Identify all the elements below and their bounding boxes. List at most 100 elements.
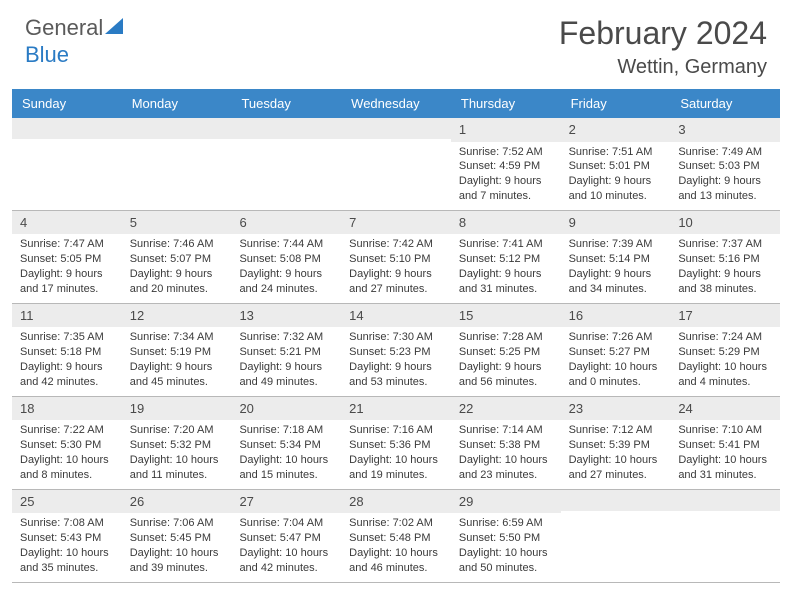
sunset-text: Sunset: 5:21 PM	[239, 345, 333, 360]
sunrise-text: Sunrise: 6:59 AM	[459, 516, 553, 531]
daylight2-text: and 23 minutes.	[459, 468, 553, 483]
sunset-text: Sunset: 5:41 PM	[678, 438, 772, 453]
header: General February 2024 Wettin, Germany	[0, 0, 792, 89]
day-content: Sunrise: 7:16 AMSunset: 5:36 PMDaylight:…	[341, 420, 451, 488]
day-number: 6	[231, 211, 341, 235]
day-number: 7	[341, 211, 451, 235]
daylight2-text: and 34 minutes.	[569, 282, 663, 297]
day-cell: 26Sunrise: 7:06 AMSunset: 5:45 PMDayligh…	[122, 490, 232, 582]
sunset-text: Sunset: 5:07 PM	[130, 252, 224, 267]
daylight1-text: Daylight: 9 hours	[569, 267, 663, 282]
day-cell: 8Sunrise: 7:41 AMSunset: 5:12 PMDaylight…	[451, 211, 561, 303]
day-cell: 7Sunrise: 7:42 AMSunset: 5:10 PMDaylight…	[341, 211, 451, 303]
day-content: Sunrise: 7:37 AMSunset: 5:16 PMDaylight:…	[670, 234, 780, 302]
sunset-text: Sunset: 5:45 PM	[130, 531, 224, 546]
day-number: 27	[231, 490, 341, 514]
day-number: 14	[341, 304, 451, 328]
week-row: 4Sunrise: 7:47 AMSunset: 5:05 PMDaylight…	[12, 211, 780, 304]
day-cell	[122, 118, 232, 210]
day-number: 23	[561, 397, 671, 421]
day-cell: 13Sunrise: 7:32 AMSunset: 5:21 PMDayligh…	[231, 304, 341, 396]
sunrise-text: Sunrise: 7:46 AM	[130, 237, 224, 252]
daylight2-text: and 13 minutes.	[678, 189, 772, 204]
day-number	[670, 490, 780, 511]
daylight2-text: and 4 minutes.	[678, 375, 772, 390]
sunrise-text: Sunrise: 7:42 AM	[349, 237, 443, 252]
sunrise-text: Sunrise: 7:18 AM	[239, 423, 333, 438]
sunrise-text: Sunrise: 7:24 AM	[678, 330, 772, 345]
daylight2-text: and 42 minutes.	[239, 561, 333, 576]
daylight1-text: Daylight: 9 hours	[239, 360, 333, 375]
daylight2-text: and 27 minutes.	[349, 282, 443, 297]
sunrise-text: Sunrise: 7:37 AM	[678, 237, 772, 252]
day-cell: 28Sunrise: 7:02 AMSunset: 5:48 PMDayligh…	[341, 490, 451, 582]
weekday-header: Sunday	[12, 89, 122, 118]
sunset-text: Sunset: 5:48 PM	[349, 531, 443, 546]
sunrise-text: Sunrise: 7:34 AM	[130, 330, 224, 345]
daylight2-text: and 15 minutes.	[239, 468, 333, 483]
day-content: Sunrise: 7:18 AMSunset: 5:34 PMDaylight:…	[231, 420, 341, 488]
sunset-text: Sunset: 5:18 PM	[20, 345, 114, 360]
logo: General	[25, 15, 125, 41]
daylight1-text: Daylight: 10 hours	[569, 453, 663, 468]
sunrise-text: Sunrise: 7:30 AM	[349, 330, 443, 345]
daylight1-text: Daylight: 9 hours	[130, 360, 224, 375]
day-content: Sunrise: 7:02 AMSunset: 5:48 PMDaylight:…	[341, 513, 451, 581]
day-number: 21	[341, 397, 451, 421]
daylight1-text: Daylight: 10 hours	[20, 453, 114, 468]
day-content: Sunrise: 7:35 AMSunset: 5:18 PMDaylight:…	[12, 327, 122, 395]
sunset-text: Sunset: 4:59 PM	[459, 159, 553, 174]
day-cell: 19Sunrise: 7:20 AMSunset: 5:32 PMDayligh…	[122, 397, 232, 489]
day-cell: 14Sunrise: 7:30 AMSunset: 5:23 PMDayligh…	[341, 304, 451, 396]
day-content: Sunrise: 7:46 AMSunset: 5:07 PMDaylight:…	[122, 234, 232, 302]
day-content: Sunrise: 7:28 AMSunset: 5:25 PMDaylight:…	[451, 327, 561, 395]
day-number	[12, 118, 122, 139]
sunrise-text: Sunrise: 7:39 AM	[569, 237, 663, 252]
daylight1-text: Daylight: 10 hours	[349, 546, 443, 561]
sunrise-text: Sunrise: 7:16 AM	[349, 423, 443, 438]
day-number: 20	[231, 397, 341, 421]
day-content: Sunrise: 7:24 AMSunset: 5:29 PMDaylight:…	[670, 327, 780, 395]
day-cell: 16Sunrise: 7:26 AMSunset: 5:27 PMDayligh…	[561, 304, 671, 396]
daylight1-text: Daylight: 10 hours	[239, 453, 333, 468]
day-content: Sunrise: 7:41 AMSunset: 5:12 PMDaylight:…	[451, 234, 561, 302]
sunrise-text: Sunrise: 7:52 AM	[459, 145, 553, 160]
daylight1-text: Daylight: 10 hours	[349, 453, 443, 468]
day-cell: 22Sunrise: 7:14 AMSunset: 5:38 PMDayligh…	[451, 397, 561, 489]
day-number: 4	[12, 211, 122, 235]
weekday-header-row: Sunday Monday Tuesday Wednesday Thursday…	[12, 89, 780, 118]
sunset-text: Sunset: 5:36 PM	[349, 438, 443, 453]
sunrise-text: Sunrise: 7:10 AM	[678, 423, 772, 438]
day-content: Sunrise: 7:51 AMSunset: 5:01 PMDaylight:…	[561, 142, 671, 210]
day-content: Sunrise: 7:44 AMSunset: 5:08 PMDaylight:…	[231, 234, 341, 302]
day-content: Sunrise: 7:34 AMSunset: 5:19 PMDaylight:…	[122, 327, 232, 395]
sunset-text: Sunset: 5:29 PM	[678, 345, 772, 360]
day-content: Sunrise: 7:52 AMSunset: 4:59 PMDaylight:…	[451, 142, 561, 210]
day-content: Sunrise: 7:26 AMSunset: 5:27 PMDaylight:…	[561, 327, 671, 395]
day-content: Sunrise: 7:06 AMSunset: 5:45 PMDaylight:…	[122, 513, 232, 581]
daylight1-text: Daylight: 9 hours	[459, 360, 553, 375]
weeks-container: 1Sunrise: 7:52 AMSunset: 4:59 PMDaylight…	[12, 118, 780, 583]
day-cell: 3Sunrise: 7:49 AMSunset: 5:03 PMDaylight…	[670, 118, 780, 210]
day-number: 13	[231, 304, 341, 328]
day-number: 17	[670, 304, 780, 328]
daylight2-text: and 7 minutes.	[459, 189, 553, 204]
day-number: 9	[561, 211, 671, 235]
day-content: Sunrise: 7:49 AMSunset: 5:03 PMDaylight:…	[670, 142, 780, 210]
sunset-text: Sunset: 5:50 PM	[459, 531, 553, 546]
sunrise-text: Sunrise: 7:20 AM	[130, 423, 224, 438]
day-number: 12	[122, 304, 232, 328]
sunrise-text: Sunrise: 7:49 AM	[678, 145, 772, 160]
day-cell	[670, 490, 780, 582]
daylight2-text: and 31 minutes.	[459, 282, 553, 297]
sunset-text: Sunset: 5:16 PM	[678, 252, 772, 267]
day-number: 16	[561, 304, 671, 328]
sunrise-text: Sunrise: 7:35 AM	[20, 330, 114, 345]
calendar: Sunday Monday Tuesday Wednesday Thursday…	[0, 89, 792, 583]
sunset-text: Sunset: 5:03 PM	[678, 159, 772, 174]
day-number: 2	[561, 118, 671, 142]
sunset-text: Sunset: 5:12 PM	[459, 252, 553, 267]
logo-text-blue: Blue	[25, 42, 69, 67]
day-content: Sunrise: 7:14 AMSunset: 5:38 PMDaylight:…	[451, 420, 561, 488]
sunset-text: Sunset: 5:47 PM	[239, 531, 333, 546]
